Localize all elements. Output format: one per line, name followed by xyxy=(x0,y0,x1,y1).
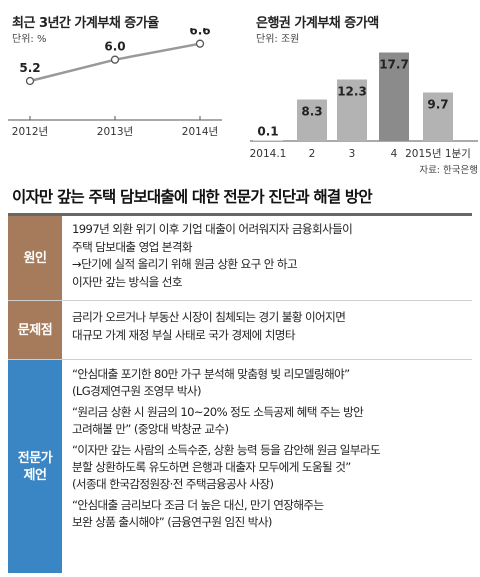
quote-line: “원리금 상환 시 원금의 10~20% 정도 소득공제 혜택 주는 방안 xyxy=(72,405,364,419)
quote-source: (서종대 한국감정원장·전 주택금융공사 사장) xyxy=(72,477,274,491)
bar-data-label: 9.7 xyxy=(427,98,448,112)
expert-label-line: 전문가 xyxy=(17,450,53,466)
bar xyxy=(337,79,367,141)
expert-row: 전문가 제언 “안심대출 포기한 80만 가구 분석해 맞춤형 빚 리모델링해야… xyxy=(8,360,472,573)
expert-quote: “안심대출 포기한 80만 가구 분석해 맞춤형 빚 리모델링해야” (LG경제… xyxy=(72,366,466,400)
cause-label: 원인 xyxy=(8,216,62,300)
section-title: 이자만 갚는 주택 담보대출에 대한 전문가 진단과 해결 방안 xyxy=(12,188,373,206)
cause-line: →단기에 실적 올리기 위해 원금 상환 요구 안 하고 xyxy=(72,257,298,271)
bar-data-label: 0.1 xyxy=(257,125,278,139)
quote-line: 분할 상환하도록 유도하면 은행과 대출자 모두에게 도움될 것” xyxy=(72,460,351,474)
line-chart-title: 최근 3년간 가계부채 증가율 xyxy=(12,16,159,31)
problem-line: 대규모 가계 재정 부실 사태로 국가 경제에 치명타 xyxy=(72,327,296,342)
cause-line: 주택 담보대출 영업 본격화 xyxy=(72,239,193,254)
line-tick-label: 2014년 xyxy=(182,126,218,138)
bar-chart-unit: 단위: 조원 xyxy=(256,34,300,45)
expert-quote: “이자만 갚는 사람의 소득수준, 상환 능력 등을 감안해 원금 일부라도 분… xyxy=(72,442,466,493)
bar-tick-label: 4 xyxy=(391,148,398,160)
problem-label: 문제점 xyxy=(8,301,62,359)
bar-tick-label: 2014.1 xyxy=(250,148,287,160)
quote-line: “안심대출 포기한 80만 가구 분석해 맞춤형 빚 리모델링해야” xyxy=(72,367,350,381)
bar xyxy=(379,52,409,141)
bar xyxy=(297,99,327,141)
expert-label-line: 제언 xyxy=(23,467,47,483)
cause-line: 1997년 외환 위기 이후 기업 대출이 어려워지자 금융회사들이 xyxy=(72,222,353,236)
problem-line: 금리가 오르거나 부동산 시장이 침체되는 경기 불황 이어지면 xyxy=(72,310,346,324)
line-point xyxy=(110,55,120,64)
cause-row: 원인 1997년 외환 위기 이후 기업 대출이 어려워지자 금융회사들이 주택… xyxy=(8,216,472,301)
bar-data-label: 12.3 xyxy=(337,85,367,99)
problem-text: 금리가 오르거나 부동산 시장이 침체되는 경기 불황 이어지면 대규모 가계 … xyxy=(62,301,472,359)
problem-row: 문제점 금리가 오르거나 부동산 시장이 침체되는 경기 불황 이어지면 대규모… xyxy=(8,301,472,360)
bar-data-label: 8.3 xyxy=(301,105,322,119)
expert-quotes: “안심대출 포기한 80만 가구 분석해 맞춤형 빚 리모델링해야” (LG경제… xyxy=(62,360,472,573)
quote-line: 고려해볼 만” (중앙대 박창균 교수) xyxy=(72,422,229,436)
line-data-label: 6.6 xyxy=(189,28,210,38)
expert-quote: “원리금 상환 시 원금의 10~20% 정도 소득공제 혜택 주는 방안 고려… xyxy=(72,404,466,438)
bar xyxy=(253,140,283,141)
cause-line: 이자만 갚는 방식을 선호 xyxy=(72,274,183,289)
bar-tick-label: 2 xyxy=(309,148,316,160)
line-tick-label: 2013년 xyxy=(97,126,133,138)
line-tick-label: 2012년 xyxy=(12,126,48,138)
line-chart-unit: 단위: % xyxy=(12,34,47,45)
bar-tick-label: 2015년 1분기 xyxy=(405,148,471,160)
expert-quote: “안심대출 금리보다 조금 더 높은 대신, 만기 연장해주는 보완 상품 출시… xyxy=(72,497,466,531)
quote-source: (LG경제연구원 조영무 박사) xyxy=(72,384,202,398)
line-point xyxy=(195,39,205,48)
line-data-label: 5.2 xyxy=(19,61,40,75)
cause-text: 1997년 외환 위기 이후 기업 대출이 어려워지자 금융회사들이 주택 담보… xyxy=(62,216,472,300)
bar-tick-label: 3 xyxy=(349,148,356,160)
bar-data-label: 17.7 xyxy=(379,58,409,72)
line-data-label: 6.0 xyxy=(104,40,125,54)
quote-line: “이자만 갚는 사람의 소득수준, 상환 능력 등을 감안해 원금 일부라도 xyxy=(72,443,381,457)
quote-line: “안심대출 금리보다 조금 더 높은 대신, 만기 연장해주는 xyxy=(72,498,324,512)
line-point xyxy=(25,76,35,86)
expert-label: 전문가 제언 xyxy=(8,360,62,573)
bar-chart-title: 은행권 가계부채 증가액 xyxy=(256,16,379,31)
quote-line: 보완 상품 출시해야” (금융연구원 임진 박사) xyxy=(72,515,272,529)
diagnosis-table: 원인 1997년 외환 위기 이후 기업 대출이 어려워지자 금융회사들이 주택… xyxy=(8,213,472,573)
line-chart: 5.2 2012년 6.0 2013년 6.6 2014년 xyxy=(8,28,222,138)
bar-chart-source: 자료: 한국은행 xyxy=(419,164,478,176)
bar xyxy=(423,92,453,141)
